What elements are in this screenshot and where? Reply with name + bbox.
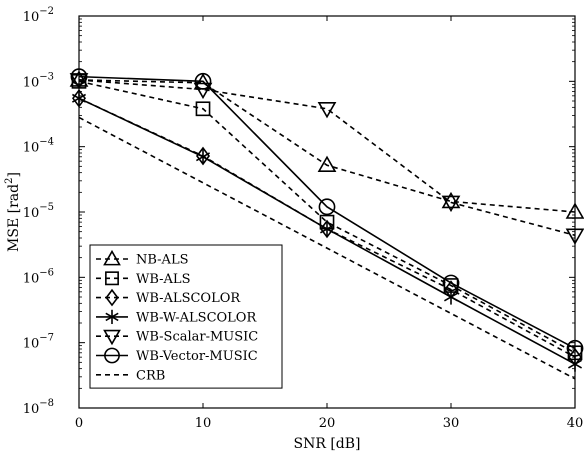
y-tick-label: 10−8: [23, 398, 54, 417]
y-axis-label-sup: 2: [4, 178, 15, 184]
y-tick-exponent: −7: [39, 333, 54, 344]
legend-entry: NB-ALS: [96, 249, 189, 268]
series-line: [78, 116, 576, 380]
data-point: [195, 101, 211, 117]
legend-marker: [105, 309, 119, 325]
data-point: [69, 73, 89, 90]
data-point: [317, 155, 337, 173]
x-tick-label: 0: [75, 416, 83, 431]
legend-marker: [103, 249, 121, 266]
y-axis-label-end: ]: [6, 172, 22, 177]
legend-label: WB-ALSCOLOR: [136, 291, 241, 306]
y-tick-base: 10: [23, 141, 40, 156]
legend-marker: [103, 329, 121, 346]
x-tick-label: 40: [567, 416, 584, 431]
legend-entry: WB-Vector-MUSIC: [96, 347, 258, 364]
y-axis-label: MSE [rad2]: [4, 172, 22, 252]
y-tick-base: 10: [23, 337, 40, 352]
data-point: [565, 228, 584, 245]
series-wb-w-alscolor: [71, 90, 583, 372]
legend-entry: CRB: [96, 368, 165, 383]
legend-label: CRB: [136, 368, 165, 383]
data-point: [193, 82, 213, 100]
legend-label: WB-W-ALSCOLOR: [136, 310, 257, 325]
legend-marker: [105, 288, 119, 307]
legend-marker: [105, 271, 119, 286]
data-point: [71, 90, 87, 106]
y-tick-base: 10: [23, 10, 40, 25]
series-nb-als: [69, 70, 584, 219]
data-point: [319, 221, 335, 237]
data-point: [566, 339, 584, 357]
data-point: [443, 289, 459, 305]
data-point: [441, 191, 461, 209]
y-tick-label: 10−3: [23, 71, 54, 90]
y-tick-label: 10−7: [23, 333, 54, 352]
y-axis-label-base: MSE [rad: [6, 184, 22, 252]
series-crb: [78, 116, 576, 380]
legend-entry: WB-W-ALSCOLOR: [96, 309, 257, 325]
data-point: [194, 72, 212, 90]
series-layer: [69, 68, 584, 380]
series-wb-scalar-music: [69, 73, 584, 245]
y-tick-base: 10: [23, 75, 40, 90]
legend-label: WB-Vector-MUSIC: [136, 349, 258, 364]
x-tick-label: 30: [443, 416, 460, 431]
y-tick-label: 10−6: [23, 267, 54, 286]
legend-entry: WB-ALS: [96, 271, 190, 287]
x-axis-label: SNR [dB]: [293, 436, 360, 452]
data-point: [442, 274, 460, 292]
series-line: [78, 75, 576, 350]
series-line: [78, 79, 576, 237]
y-tick-label: 10−5: [23, 202, 54, 221]
legend-label: WB-Scalar-MUSIC: [136, 330, 258, 345]
y-tick-exponent: −6: [39, 267, 54, 278]
data-point: [195, 149, 211, 165]
legend-marker: [104, 347, 120, 364]
y-tick-base: 10: [23, 271, 40, 286]
legend-label: NB-ALS: [136, 253, 189, 268]
y-tick-exponent: −4: [39, 137, 54, 148]
data-point: [70, 68, 88, 86]
series-wb-vector-music: [70, 68, 584, 357]
x-tick-label: 20: [319, 416, 336, 431]
data-point: [317, 101, 337, 119]
y-tick-base: 10: [23, 206, 40, 221]
x-tick-label: 10: [195, 416, 212, 431]
y-tick-exponent: −2: [39, 6, 54, 17]
data-point: [69, 70, 89, 87]
legend-entry: WB-ALSCOLOR: [96, 288, 241, 307]
data-point: [565, 202, 584, 219]
axes-layer: 0 10 20 30 4010−810−710−610−510−410−310−2SNR…: [4, 6, 583, 452]
data-point: [567, 356, 583, 372]
y-tick-label: 10−4: [23, 137, 54, 156]
y-tick-exponent: −8: [39, 398, 54, 409]
data-point: [441, 195, 461, 213]
data-point: [318, 198, 336, 216]
legend-label: WB-ALS: [136, 272, 190, 287]
y-tick-exponent: −3: [39, 71, 54, 82]
series-line: [78, 79, 576, 213]
y-tick-exponent: −5: [39, 202, 54, 213]
y-tick-base: 10: [23, 402, 40, 417]
legend-entry: WB-Scalar-MUSIC: [96, 329, 258, 346]
legend: NB-ALS WB-ALS WB-ALSCOLOR WB-W-ALSCOLOR WB-S…: [89, 244, 283, 389]
y-tick-label: 10−2: [23, 6, 54, 25]
series-line: [78, 80, 576, 354]
